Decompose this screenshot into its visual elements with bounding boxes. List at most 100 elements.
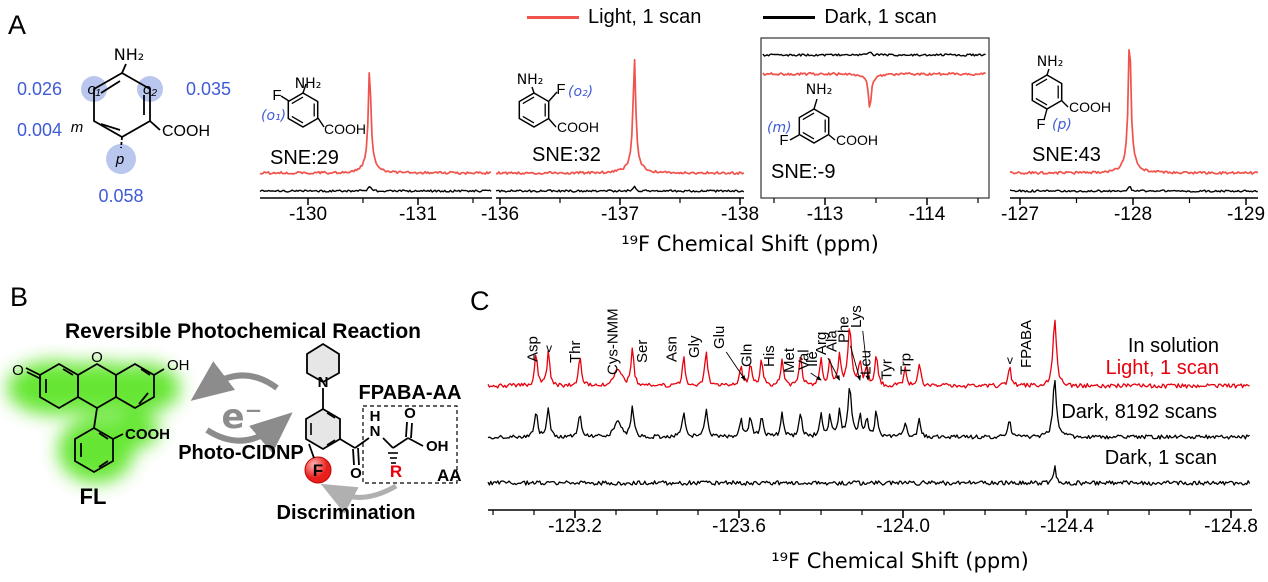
- fl-oh-label: OH: [167, 357, 190, 374]
- peak-label-ala: Ala: [824, 330, 841, 352]
- tick-label: -137: [601, 204, 639, 225]
- double-bond: [802, 112, 815, 121]
- panel-b-title: Reversible Photochemical Reaction: [65, 320, 421, 343]
- peak-label-ser: Ser: [634, 340, 651, 363]
- tick-label: -130: [289, 204, 327, 225]
- inset-nh2-label: NH₂: [806, 82, 833, 98]
- tick-label: -127: [1001, 204, 1039, 225]
- tick-label: -113: [807, 204, 844, 225]
- tick-label: -123.2: [548, 516, 602, 537]
- cooh-label: COOH: [162, 123, 210, 140]
- nmr-spectrum-o1: -130 -131 NH₂ F (o₁) COOH SNE:29: [259, 72, 492, 225]
- position-o1: o₁: [87, 81, 100, 98]
- peak-leader-line: [827, 357, 840, 381]
- benzene-ring: [798, 108, 830, 144]
- fpaba-structure: [304, 342, 458, 484]
- peak-leader-line: [810, 372, 822, 381]
- benzene-ring: [287, 92, 319, 128]
- tick-label: -123.6: [712, 516, 766, 537]
- inset-cooh-label: COOH: [836, 132, 878, 148]
- peak-label-arg: Arg: [813, 332, 830, 355]
- peak-leader-line: [862, 330, 870, 381]
- benzene-ring: [518, 92, 550, 128]
- sne-value: SNE:29: [270, 147, 339, 169]
- double-bond: [802, 131, 815, 140]
- inset-position-label: (p): [1052, 117, 1072, 133]
- inset-position-label: (m): [767, 120, 792, 136]
- peak-label-asp: Asp: [524, 336, 541, 362]
- panel-b-label: B: [10, 282, 28, 312]
- trace-label-0: In solution: [1128, 335, 1219, 357]
- peak-label-thr: Thr: [567, 340, 584, 363]
- peak-label-val: Val: [796, 349, 813, 370]
- peak-leader-line: [725, 351, 746, 381]
- peak-label-gln: Gln: [738, 344, 755, 367]
- discrimination-label: Discrimination: [277, 502, 416, 524]
- nh2-label: NH₂: [114, 45, 144, 64]
- legend-label-light: Light, 1 scan: [588, 6, 702, 28]
- nmr-spectrum-o2: -136 -137 -138 NH₂ F (o₂) COOH SNE:32: [481, 58, 759, 225]
- double-bond: [1035, 97, 1048, 106]
- molecule-aminobenzoic-acid: NH₂ COOH o₁ o₂ m p 0.026 0.035 0.004 0.0…: [17, 45, 231, 206]
- nmr-trace-dark: [495, 185, 745, 193]
- bond: [828, 134, 836, 141]
- bond: [302, 83, 307, 94]
- bond: [548, 118, 557, 128]
- sne-value: SNE:-9: [771, 161, 835, 183]
- peak-label-cys-nmm: Cys-NMM: [605, 308, 622, 375]
- peak-label-lys: Lys: [848, 305, 865, 328]
- panel-a-label: A: [8, 10, 27, 40]
- electron-label: e⁻: [221, 397, 262, 437]
- peak-label-met: Met: [781, 347, 798, 373]
- inset-nh2-label: NH₂: [517, 72, 544, 88]
- sne-value: SNE:43: [1032, 144, 1101, 166]
- nmr-trace-dark: [259, 186, 492, 193]
- inset-nh2-label: NH₂: [1037, 54, 1064, 70]
- peak-label-asn: Asn: [664, 336, 681, 362]
- value-o1: 0.026: [17, 79, 62, 99]
- inset-cooh-label: COOH: [324, 121, 366, 137]
- panel-c-spectrum: -123.2 -123.6 -124.0 -124.4 -124.8 ¹⁹F Chemic…: [487, 305, 1258, 573]
- peak-label-glu: Glu: [711, 326, 728, 349]
- position-o2: o₂: [143, 81, 157, 98]
- carbonyl-o-label: O: [350, 465, 362, 482]
- electron-cycle-arrow-top: [190, 361, 279, 401]
- fl-o-top-label: O: [91, 349, 103, 366]
- electron-cycle-arrow-bottom: [205, 412, 293, 454]
- highlight-p: [106, 144, 136, 174]
- inset-molecule: NH₂ F (o₁) COOH: [261, 76, 366, 137]
- trace-dark-1scan: [487, 465, 1251, 486]
- tick-label: -124.0: [876, 516, 930, 537]
- double-bond: [291, 96, 304, 105]
- bond: [1046, 68, 1050, 76]
- panel-b-scheme: B Reversible Photochemical Reaction: [7, 282, 462, 524]
- nmr-spectrum-p: -127 -128 -129 NH₂ F (p) COOH SNE:43: [1001, 49, 1265, 225]
- inset-f-label: F: [272, 87, 281, 104]
- bond: [280, 95, 290, 102]
- photo-cidnp-label: Photo-CIDNP: [178, 442, 304, 464]
- inset-f-label: F: [779, 132, 788, 149]
- nmr-trace-dark: [1009, 186, 1258, 193]
- bond: [789, 134, 800, 141]
- benzene-ring: [1031, 74, 1063, 110]
- discrimination-arrow: [320, 483, 398, 514]
- panel-c-label: C: [470, 286, 490, 316]
- bond: [813, 98, 818, 110]
- spectrum-box: [760, 37, 990, 199]
- peak-label-tyr: Tyr: [879, 359, 896, 380]
- aa-label: AA: [437, 466, 462, 485]
- legend-item-light: Light, 1 scan: [527, 6, 701, 29]
- tick-label: -114: [909, 204, 946, 225]
- panel-a-axis-label: ¹⁹F Chemical Shift (ppm): [621, 232, 879, 256]
- value-m: 0.004: [17, 120, 62, 140]
- nmr-trace-light: [495, 58, 745, 175]
- panel-c-axis-label: ¹⁹F Chemical Shift (ppm): [771, 549, 1029, 573]
- bond: [1043, 108, 1048, 121]
- inset-position-label: (o₁): [261, 108, 286, 124]
- tick-label: -124.8: [1204, 516, 1258, 537]
- legend-swatch-light: [527, 16, 579, 19]
- acid-oh-label: OH: [426, 438, 449, 455]
- trace-label-1: Light, 1 scan: [1106, 357, 1219, 379]
- minor-peak-mark: v: [546, 341, 552, 355]
